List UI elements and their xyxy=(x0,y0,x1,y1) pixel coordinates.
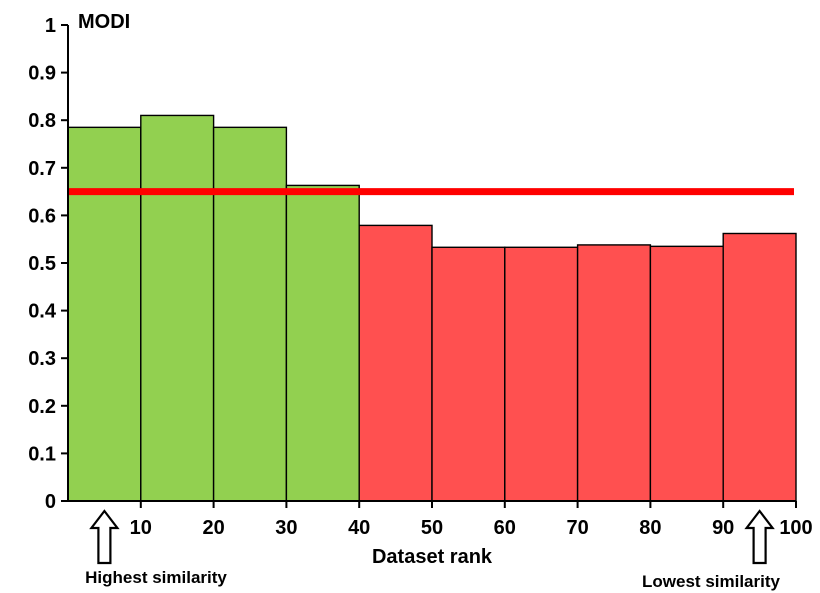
y-tick-label: 0.2 xyxy=(28,396,56,418)
x-tick-label: 90 xyxy=(712,517,734,539)
bar-1 xyxy=(67,126,142,502)
y-tick-label: 0.4 xyxy=(28,301,57,323)
bar-7 xyxy=(504,246,579,502)
y-tick-label: 0.6 xyxy=(28,205,56,227)
x-tick-label: 60 xyxy=(494,517,516,539)
y-tick-label: 0 xyxy=(45,491,56,513)
bar-2 xyxy=(140,114,215,502)
annotations-group: Highest similarity Lowest similarity xyxy=(85,509,781,591)
bars-group xyxy=(67,114,797,502)
x-tick-label: 50 xyxy=(421,517,443,539)
annotation-label: Lowest similarity xyxy=(642,572,780,591)
bar-4 xyxy=(285,184,360,502)
bar-3 xyxy=(212,126,288,502)
x-tick-label: 30 xyxy=(275,517,297,539)
bar-9 xyxy=(649,245,724,502)
up-arrow-icon xyxy=(744,509,775,565)
y-tick-label: 0.3 xyxy=(28,348,56,370)
y-tick-label: 1 xyxy=(45,15,56,37)
y-tick-label: 0.9 xyxy=(28,63,56,85)
x-tick-label: 20 xyxy=(202,517,224,539)
x-tick-label: 10 xyxy=(130,517,152,539)
y-ticks-group: 0 0.1 0.2 0.3 0.4 0.5 0.6 0.7 0.8 0.9 1 xyxy=(28,15,68,513)
y-axis-title: MODI xyxy=(78,11,130,33)
bar-10 xyxy=(722,232,797,502)
annotation-label: Highest similarity xyxy=(85,568,227,587)
y-tick-label: 0.8 xyxy=(28,110,56,132)
x-tick-label: 80 xyxy=(639,517,661,539)
y-tick-label: 0.5 xyxy=(28,253,56,275)
up-arrow-icon xyxy=(89,509,120,565)
bar-6 xyxy=(431,246,506,502)
bar-5 xyxy=(358,224,433,502)
x-tick-label: 70 xyxy=(566,517,588,539)
x-ticks-group: 10 20 30 40 50 60 70 80 90 100 xyxy=(130,501,813,539)
x-axis-title: Dataset rank xyxy=(372,546,493,568)
y-tick-label: 0.7 xyxy=(28,158,56,180)
x-tick-label: 40 xyxy=(348,517,370,539)
bar-8 xyxy=(576,244,652,502)
x-tick-label: 100 xyxy=(779,517,812,539)
y-tick-label: 0.1 xyxy=(28,443,56,465)
